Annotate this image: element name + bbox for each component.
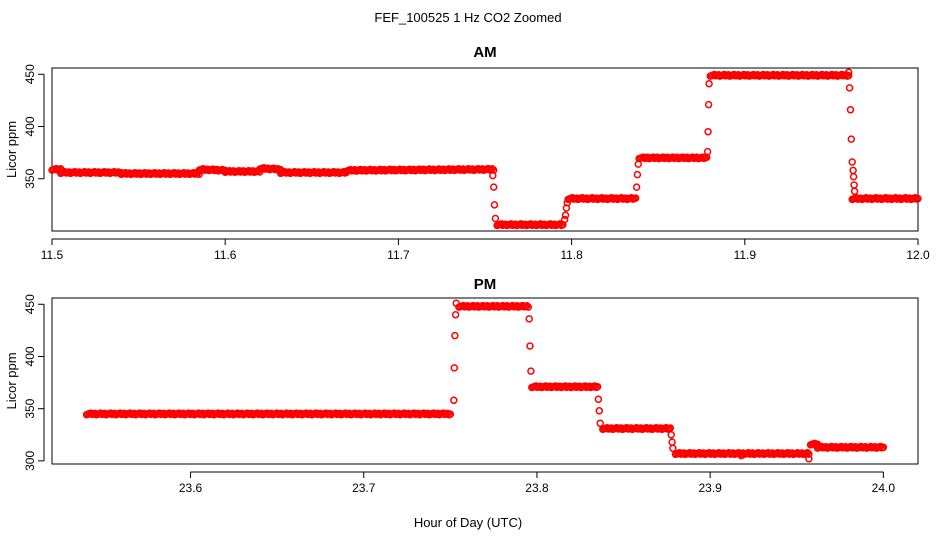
- data-point: [452, 299, 460, 307]
- pm-y-axis-label: Licor ppm: [4, 352, 19, 409]
- data-point: [488, 165, 497, 173]
- data-point: [632, 183, 641, 191]
- am-x-tick-label: 11.9: [734, 248, 757, 262]
- data-point: [850, 181, 858, 189]
- am-x-tick-label: 12.0: [906, 248, 930, 262]
- data-point: [669, 444, 677, 453]
- am-panel: AM Licor ppm 11.5 11.6 11.7 11.8 11.9 12.0 350 40…: [4, 44, 930, 262]
- am-y-axis-label: Licor ppm: [4, 121, 19, 178]
- data-point: [879, 443, 888, 452]
- data-point: [666, 424, 675, 432]
- pm-panel: PM Licor ppm 23.6 23.7 23.8 23.9 24.0 300 350 400…: [4, 276, 919, 495]
- pm-x-tick-label: 23.6: [179, 481, 203, 495]
- data-point: [490, 201, 499, 209]
- data-point: [525, 315, 533, 323]
- data-point: [704, 100, 713, 109]
- data-point: [450, 396, 458, 405]
- data-point: [914, 194, 922, 203]
- data-point: [489, 171, 497, 180]
- data-point: [849, 166, 857, 175]
- data-point: [491, 214, 500, 223]
- pm-x-tick-label: 23.9: [698, 481, 722, 495]
- data-point: [805, 455, 813, 463]
- pm-data-series: [82, 299, 888, 463]
- data-point: [844, 71, 853, 80]
- am-y-tick-label: 450: [23, 64, 37, 84]
- data-point: [845, 84, 854, 92]
- am-x-tick-label: 11.5: [41, 248, 64, 262]
- am-plot-frame: [51, 67, 919, 232]
- am-y-tick-label: 350: [23, 168, 37, 188]
- data-point: [703, 147, 712, 156]
- data-point: [523, 302, 531, 310]
- pm-y-tick-label: 450: [23, 294, 37, 314]
- data-point: [524, 303, 533, 311]
- pm-y-tick-label: 300: [23, 451, 37, 471]
- data-point: [446, 410, 455, 418]
- data-point: [805, 450, 813, 458]
- pm-y-tick-label: 400: [23, 346, 37, 366]
- data-point: [847, 135, 856, 143]
- data-point: [844, 68, 853, 76]
- am-x-tick-label: 11.8: [560, 248, 583, 262]
- data-point: [596, 419, 604, 428]
- am-x-tick-label: 11.6: [214, 248, 237, 262]
- data-point: [850, 187, 859, 196]
- am-panel-title: AM: [473, 44, 496, 61]
- data-point: [737, 451, 746, 460]
- pm-x-tick-label: 24.0: [872, 481, 896, 495]
- data-point: [526, 342, 534, 350]
- data-point: [849, 172, 858, 181]
- data-point: [594, 395, 603, 404]
- data-point: [631, 194, 640, 202]
- data-point: [633, 170, 642, 179]
- am-x-tick-label: 11.7: [387, 248, 410, 262]
- pm-panel-title: PM: [474, 276, 497, 293]
- data-point: [563, 199, 572, 207]
- data-point: [634, 160, 643, 168]
- data-point: [846, 106, 855, 114]
- data-point: [527, 367, 535, 375]
- data-point: [667, 431, 675, 439]
- data-point: [450, 364, 459, 372]
- pm-plot-frame: [51, 297, 919, 465]
- data-point: [560, 215, 569, 224]
- x-axis-label: Hour of Day (UTC): [414, 515, 522, 530]
- data-point: [595, 407, 604, 415]
- data-point: [451, 310, 460, 319]
- data-point: [451, 331, 459, 340]
- data-point: [561, 211, 570, 220]
- data-point: [593, 382, 602, 391]
- figure-title: FEF_100525 1 Hz CO2 Zoomed: [374, 10, 561, 25]
- data-point: [705, 79, 713, 88]
- am-y-tick-label: 400: [23, 116, 37, 136]
- pm-x-tick-label: 23.8: [525, 481, 549, 495]
- data-point: [848, 158, 856, 166]
- data-point: [489, 183, 498, 191]
- data-point: [704, 127, 712, 136]
- am-data-series: [48, 68, 922, 230]
- pm-x-tick-label: 23.7: [352, 481, 376, 495]
- data-point: [668, 438, 676, 446]
- pm-y-tick-label: 350: [23, 398, 37, 418]
